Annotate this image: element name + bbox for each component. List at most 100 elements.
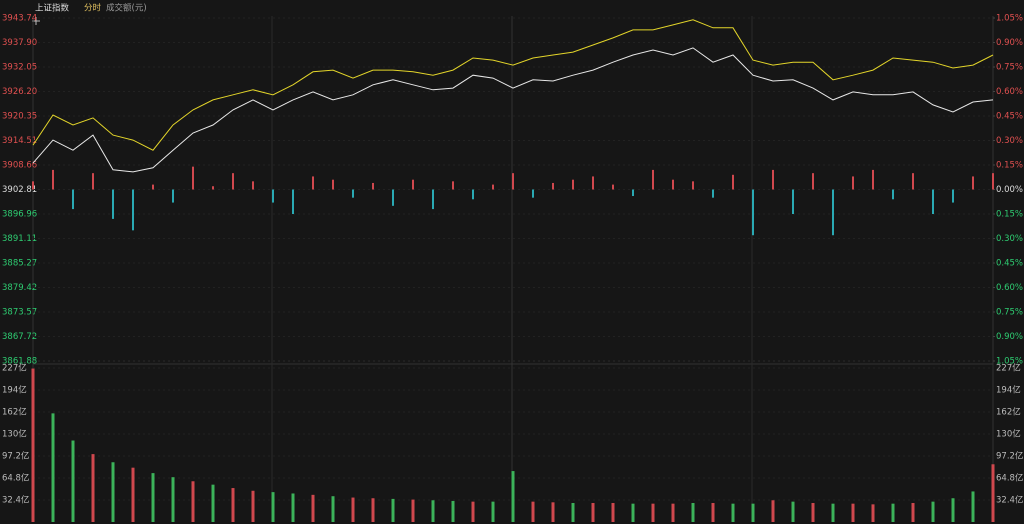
- volume-bar: [91, 454, 95, 522]
- strength-bar: [452, 181, 454, 190]
- volume-bar: [51, 413, 55, 522]
- y-tick-label: 3937.90: [2, 38, 37, 48]
- strength-bar: [492, 184, 494, 190]
- strength-bar: [332, 179, 334, 190]
- y2-tick-label: 0.15%: [996, 210, 1023, 220]
- strength-bar: [512, 173, 514, 190]
- volume-bar: [771, 500, 775, 522]
- vol-tick-label-right: 32.4亿: [996, 495, 1023, 506]
- volume-bar: [891, 503, 895, 522]
- strength-bar: [772, 169, 774, 190]
- tab[interactable]: 分时: [84, 3, 102, 14]
- vol-tick-label-right: 97.2亿: [996, 451, 1023, 462]
- vol-tick-label: 162亿: [2, 407, 27, 418]
- strength-bar: [732, 174, 734, 190]
- y2-tick-label: 0.75%: [996, 63, 1023, 73]
- strength-bar: [572, 179, 574, 190]
- vol-tick-label: 97.2亿: [2, 451, 29, 462]
- strength-bar: [632, 189, 634, 197]
- strength-bar: [112, 189, 114, 219]
- volume-bar: [931, 501, 935, 522]
- strength-bar: [292, 189, 294, 214]
- volume-bar: [71, 440, 75, 522]
- price-line: [32, 47, 994, 173]
- volume-bar: [651, 503, 655, 522]
- y-tick-label: 3914.51: [2, 136, 37, 146]
- y-tick-label: 3932.05: [2, 62, 37, 72]
- strength-bar: [372, 182, 374, 190]
- volume-bar: [671, 503, 675, 522]
- strength-bar: [392, 189, 394, 206]
- y-tick-label: 3861.88: [2, 357, 37, 367]
- y2-tick-label: 0.00%: [996, 185, 1023, 195]
- y-tick-label: 3920.35: [2, 112, 37, 122]
- volume-bar: [551, 502, 555, 522]
- y2-tick-label: 0.45%: [996, 259, 1023, 269]
- volume-bar: [151, 473, 155, 522]
- strength-bar: [912, 173, 914, 190]
- y-tick-label: 3885.27: [2, 258, 37, 268]
- volume-bar: [191, 481, 195, 522]
- strength-bar: [532, 189, 534, 198]
- strength-bar: [592, 176, 594, 190]
- volume-bar: [251, 490, 255, 522]
- volume-bar: [571, 502, 575, 522]
- y2-tick-label: 0.60%: [996, 283, 1023, 293]
- strength-bar: [192, 166, 194, 190]
- vol-tick-label: 194亿: [2, 385, 27, 396]
- volume-bar: [511, 471, 515, 522]
- strength-bar: [432, 189, 434, 210]
- volume-bar: [211, 484, 215, 522]
- y2-tick-label: 0.75%: [996, 308, 1023, 318]
- vol-tick-label-right: 227亿: [996, 363, 1021, 374]
- strength-bar: [612, 184, 614, 190]
- strength-bar: [752, 189, 754, 236]
- volume-bar: [731, 503, 735, 522]
- strength-bar: [472, 189, 474, 200]
- strength-bar: [952, 189, 954, 203]
- vol-tick-label-right: 64.8亿: [996, 473, 1023, 484]
- volume-bar: [591, 502, 595, 522]
- volume-bar: [451, 500, 455, 522]
- strength-bar: [152, 184, 154, 190]
- y2-tick-label: 1.05%: [996, 357, 1023, 367]
- y2-tick-label: 1.05%: [996, 14, 1023, 24]
- strength-bar: [92, 173, 94, 190]
- y2-tick-label: 0.90%: [996, 332, 1023, 342]
- y2-tick-label: 0.90%: [996, 38, 1023, 48]
- y-tick-label: 3908.66: [2, 160, 37, 170]
- strength-bar: [172, 189, 174, 203]
- volume-bar: [431, 500, 435, 522]
- volume-bar: [331, 496, 335, 522]
- y-tick-label: 3873.57: [2, 308, 37, 318]
- volume-bar: [131, 467, 135, 522]
- strength-bar: [932, 189, 934, 214]
- y2-tick-label: 0.60%: [996, 87, 1023, 97]
- volume-bar: [831, 503, 835, 522]
- volume-bar: [31, 368, 35, 522]
- volume-bar: [951, 498, 955, 522]
- strength-bar: [712, 189, 714, 198]
- chart-title[interactable]: 上证指数: [35, 3, 70, 14]
- vol-tick-label: 64.8亿: [2, 473, 29, 484]
- volume-title: 成交额(元): [106, 3, 147, 14]
- vol-tick-label: 227亿: [2, 363, 27, 374]
- volume-bar: [231, 488, 235, 522]
- volume-bar: [531, 501, 535, 522]
- vol-tick-label-right: 162亿: [996, 407, 1021, 418]
- strength-bar: [272, 189, 274, 203]
- strength-bar: [132, 189, 134, 231]
- strength-bar: [832, 189, 834, 236]
- strength-bar: [312, 176, 314, 190]
- volume-bar: [611, 502, 615, 522]
- y2-tick-label: 0.15%: [996, 161, 1023, 171]
- vol-tick-label-right: 130亿: [996, 429, 1021, 440]
- strength-bar: [852, 176, 854, 190]
- strength-bar: [232, 173, 234, 190]
- volume-bar: [851, 503, 855, 522]
- strength-bar: [872, 169, 874, 190]
- volume-bar: [271, 492, 275, 522]
- strength-bar: [892, 189, 894, 200]
- volume-bar: [171, 477, 175, 522]
- volume-bar: [911, 502, 915, 522]
